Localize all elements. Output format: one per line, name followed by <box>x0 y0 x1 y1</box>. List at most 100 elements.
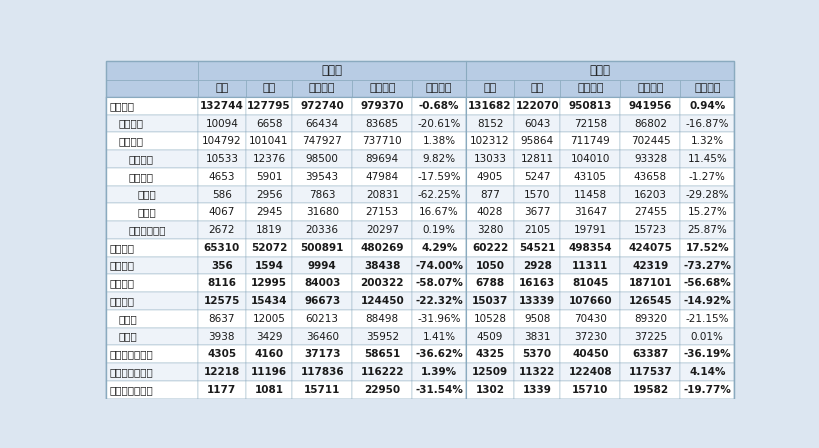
Bar <box>106 185 197 203</box>
Text: 25.87%: 25.87% <box>686 225 726 235</box>
Text: -36.19%: -36.19% <box>683 349 731 359</box>
Bar <box>465 381 514 399</box>
Bar <box>197 310 246 327</box>
Bar <box>680 363 733 381</box>
Bar <box>559 381 620 399</box>
Text: 39543: 39543 <box>305 172 338 182</box>
Bar <box>106 168 733 185</box>
Bar <box>465 363 514 381</box>
Text: 20336: 20336 <box>305 225 338 235</box>
Bar <box>620 345 680 363</box>
Text: 東風柳汽: 東風柳汽 <box>110 296 134 306</box>
Bar <box>352 80 412 97</box>
Bar <box>197 257 246 275</box>
Bar <box>412 327 465 345</box>
Text: 88498: 88498 <box>365 314 398 324</box>
Text: 12575: 12575 <box>203 296 240 306</box>
Bar <box>559 310 620 327</box>
Bar <box>292 97 352 115</box>
Text: 東風乘用車公司: 東風乘用車公司 <box>110 349 153 359</box>
Bar <box>246 239 292 257</box>
Bar <box>246 257 292 275</box>
Bar <box>680 275 733 292</box>
Bar <box>412 221 465 239</box>
Text: 2105: 2105 <box>523 225 550 235</box>
Text: 104792: 104792 <box>201 136 242 146</box>
Bar <box>292 327 352 345</box>
Bar <box>106 381 733 399</box>
Bar <box>106 97 733 115</box>
Bar <box>680 97 733 115</box>
Text: 58651: 58651 <box>364 349 400 359</box>
Bar <box>106 133 733 150</box>
Text: 15711: 15711 <box>304 385 340 395</box>
Bar <box>106 345 733 363</box>
Text: 4905: 4905 <box>476 172 503 182</box>
Text: 0.19%: 0.19% <box>422 225 455 235</box>
Bar <box>559 239 620 257</box>
Text: 63387: 63387 <box>631 349 667 359</box>
Text: 本年累計: 本年累計 <box>577 83 603 94</box>
Text: 84003: 84003 <box>304 278 340 289</box>
Bar <box>292 257 352 275</box>
Text: 11196: 11196 <box>251 367 287 377</box>
Bar <box>106 239 197 257</box>
Bar <box>680 80 733 97</box>
Text: 2945: 2945 <box>256 207 282 217</box>
Text: 70430: 70430 <box>573 314 606 324</box>
Bar <box>559 150 620 168</box>
Text: -56.68%: -56.68% <box>682 278 731 289</box>
Bar <box>106 115 197 133</box>
Bar <box>465 185 514 203</box>
Bar <box>620 97 680 115</box>
Bar <box>197 115 246 133</box>
Text: 9508: 9508 <box>523 314 550 324</box>
Bar <box>352 345 412 363</box>
Bar <box>292 292 352 310</box>
Text: 3831: 3831 <box>523 332 550 341</box>
Text: 37173: 37173 <box>304 349 340 359</box>
Text: 35952: 35952 <box>365 332 398 341</box>
Bar <box>106 363 197 381</box>
Bar <box>412 150 465 168</box>
Text: 9994: 9994 <box>307 261 336 271</box>
Text: 乘用車: 乘用車 <box>138 190 156 199</box>
Text: 6788: 6788 <box>475 278 504 289</box>
Bar <box>292 168 352 185</box>
Bar <box>106 203 733 221</box>
Text: 鄭州日産: 鄭州日産 <box>128 172 153 182</box>
Text: 31647: 31647 <box>573 207 606 217</box>
Text: 116222: 116222 <box>360 367 404 377</box>
Bar <box>559 168 620 185</box>
Bar <box>197 203 246 221</box>
Bar <box>106 97 197 115</box>
Bar <box>680 257 733 275</box>
Text: 37230: 37230 <box>573 332 606 341</box>
Bar <box>106 257 197 275</box>
Text: 500891: 500891 <box>300 243 343 253</box>
Bar <box>680 150 733 168</box>
Text: -16.87%: -16.87% <box>685 119 728 129</box>
Bar <box>246 292 292 310</box>
Bar <box>292 363 352 381</box>
Bar <box>106 275 197 292</box>
Bar <box>412 239 465 257</box>
Bar <box>559 203 620 221</box>
Bar <box>559 292 620 310</box>
Text: 10528: 10528 <box>473 314 506 324</box>
Bar <box>106 381 197 399</box>
Text: 10094: 10094 <box>206 119 238 129</box>
Text: 12005: 12005 <box>252 314 285 324</box>
Text: 當期: 當期 <box>483 83 496 94</box>
Bar <box>412 203 465 221</box>
Bar <box>465 133 514 150</box>
Bar <box>514 80 559 97</box>
Text: 商用車: 商用車 <box>138 207 156 217</box>
Bar <box>680 292 733 310</box>
Bar <box>559 115 620 133</box>
Text: 747927: 747927 <box>302 136 342 146</box>
Text: 187101: 187101 <box>628 278 672 289</box>
Text: -73.27%: -73.27% <box>682 261 731 271</box>
Bar <box>620 257 680 275</box>
Bar <box>106 239 733 257</box>
